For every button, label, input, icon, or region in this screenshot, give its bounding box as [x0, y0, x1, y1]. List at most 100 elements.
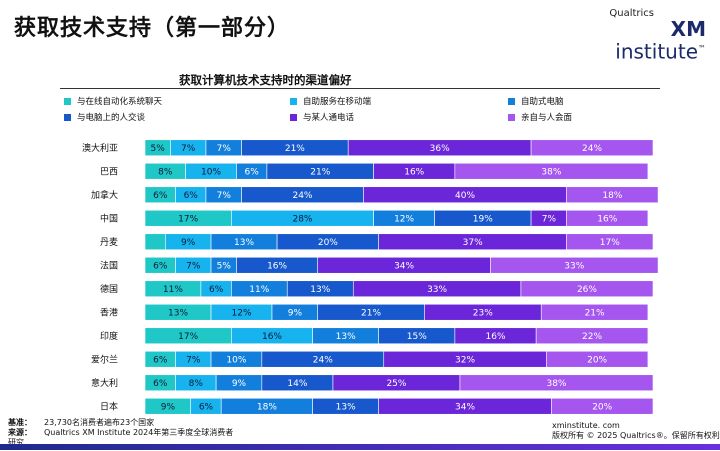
data-label: 21%	[310, 167, 330, 177]
data-label: 16%	[267, 261, 287, 271]
bottom-gradient-bar	[0, 444, 720, 450]
data-label: 24%	[313, 355, 333, 365]
data-label: 7%	[217, 144, 232, 154]
data-label: 7%	[542, 214, 557, 224]
data-label: 13%	[168, 308, 188, 318]
data-label: 6%	[209, 285, 224, 295]
category-label: 印度	[100, 330, 118, 342]
legend-item-mobile-self-service: 自助服务在移动端	[290, 95, 371, 107]
data-label: 16%	[404, 167, 424, 177]
data-label: 34%	[455, 402, 475, 412]
data-label: 26%	[577, 285, 597, 295]
qualtrics-xm-logo: Qualtrics XM institute™	[586, 8, 706, 62]
legend-swatch	[290, 113, 297, 121]
logo-tm: ™	[698, 44, 706, 53]
category-label: 中国	[100, 212, 118, 224]
legend-swatch	[64, 113, 71, 121]
data-label: 13%	[234, 238, 254, 248]
base-label: 基准：	[8, 418, 32, 427]
data-label: 15%	[407, 332, 427, 342]
data-label: 9%	[232, 379, 247, 389]
data-label: 7%	[181, 144, 196, 154]
data-label: 9%	[181, 238, 196, 248]
bar-segment	[535, 327, 649, 345]
data-label: 6%	[245, 167, 260, 177]
category-label: 爱尔兰	[91, 353, 118, 365]
source-label: 来源：	[8, 428, 32, 437]
data-label: 11%	[249, 285, 269, 295]
data-label: 13%	[336, 402, 356, 412]
data-label: 18%	[602, 191, 622, 201]
data-label: 17%	[600, 238, 620, 248]
data-label: 7%	[217, 191, 232, 201]
data-label: 16%	[486, 332, 506, 342]
legend-label: 与某人通电话	[303, 113, 355, 123]
chart-title: 获取计算机技术支持时的渠道偏好	[179, 73, 352, 87]
category-label: 法国	[100, 259, 118, 271]
logo-qualtrics-text: Qualtrics	[609, 8, 654, 19]
logo-institute-text: institute	[615, 39, 698, 64]
data-label: 10%	[201, 167, 221, 177]
data-label: 6%	[199, 402, 214, 412]
bar-segment	[530, 139, 654, 157]
category-label: 香港	[100, 306, 118, 318]
category-label: 丹麦	[100, 236, 118, 248]
bar-segment	[566, 209, 649, 227]
legend-item-self-service-computer: 自助式电脑	[508, 95, 564, 107]
bar-segment	[490, 256, 659, 274]
data-label: 20%	[587, 355, 607, 365]
data-label: 14%	[287, 379, 307, 389]
data-label: 12%	[394, 214, 414, 224]
source-text-cont: 研究	[8, 438, 24, 447]
data-label: 33%	[427, 285, 447, 295]
bar-segment	[566, 186, 659, 204]
data-label: 7%	[186, 261, 201, 271]
data-label: 40%	[455, 191, 475, 201]
legend-swatch	[290, 97, 297, 105]
data-label: 21%	[585, 308, 605, 318]
data-label: 37%	[463, 238, 483, 248]
logo-xm-institute: XM institute™	[586, 19, 706, 62]
data-label: 6%	[153, 191, 168, 201]
data-label: 6%	[153, 355, 168, 365]
data-label: 9%	[161, 402, 176, 412]
bar-segment	[551, 397, 654, 415]
chart-legend: 与在线自动化系统聊天 自助服务在移动端 自助式电脑 与电脑上的人交谈 与某人通电…	[64, 93, 664, 125]
legend-label: 亲自与人会面	[521, 113, 573, 123]
data-label: 8%	[189, 379, 204, 389]
legend-item-chat-automated: 与在线自动化系统聊天	[64, 95, 162, 107]
data-label: 6%	[153, 379, 168, 389]
category-label: 日本	[100, 400, 118, 412]
data-label: 17%	[178, 332, 198, 342]
data-label: 38%	[541, 167, 561, 177]
legend-swatch	[508, 97, 515, 105]
bar-segment	[459, 374, 654, 392]
category-label: 德国	[100, 283, 118, 295]
data-label: 38%	[546, 379, 566, 389]
data-label: 7%	[186, 355, 201, 365]
data-label: 6%	[153, 261, 168, 271]
legend-label: 与电脑上的人交谈	[77, 113, 146, 123]
data-label: 5%	[151, 144, 166, 154]
bar-segment	[566, 233, 654, 251]
site-link[interactable]: xminstitute. com	[552, 421, 620, 430]
category-label: 澳大利亚	[82, 142, 118, 154]
copyright-text: 版权所有 © 2025 Qualtrics®。保留所有权利	[552, 431, 720, 440]
bar-segment	[546, 350, 649, 368]
data-label: 24%	[582, 144, 602, 154]
data-label: 5%	[217, 261, 232, 271]
data-label: 24%	[292, 191, 312, 201]
data-label: 23%	[473, 308, 493, 318]
source-text: Qualtrics XM Institute 2024年第三季度全球消费者	[44, 428, 234, 437]
legend-item-talk-on-computer: 与电脑上的人交谈	[64, 111, 145, 123]
data-label: 13%	[310, 285, 330, 295]
legend-label: 自助式电脑	[521, 97, 564, 107]
bar-segment	[540, 303, 649, 321]
stacked-bar-chart: 澳大利亚 5% 7% 7% 21% 36% 24% 巴西 8% 10% 6% 21% 16% 38% 加拿大…	[82, 139, 659, 415]
legend-label: 与在线自动化系统聊天	[77, 97, 163, 107]
category-label: 意大利	[91, 377, 118, 389]
data-label: 13%	[336, 332, 356, 342]
data-label: 10%	[226, 355, 246, 365]
category-label: 加拿大	[91, 189, 118, 201]
data-label: 16%	[597, 214, 617, 224]
